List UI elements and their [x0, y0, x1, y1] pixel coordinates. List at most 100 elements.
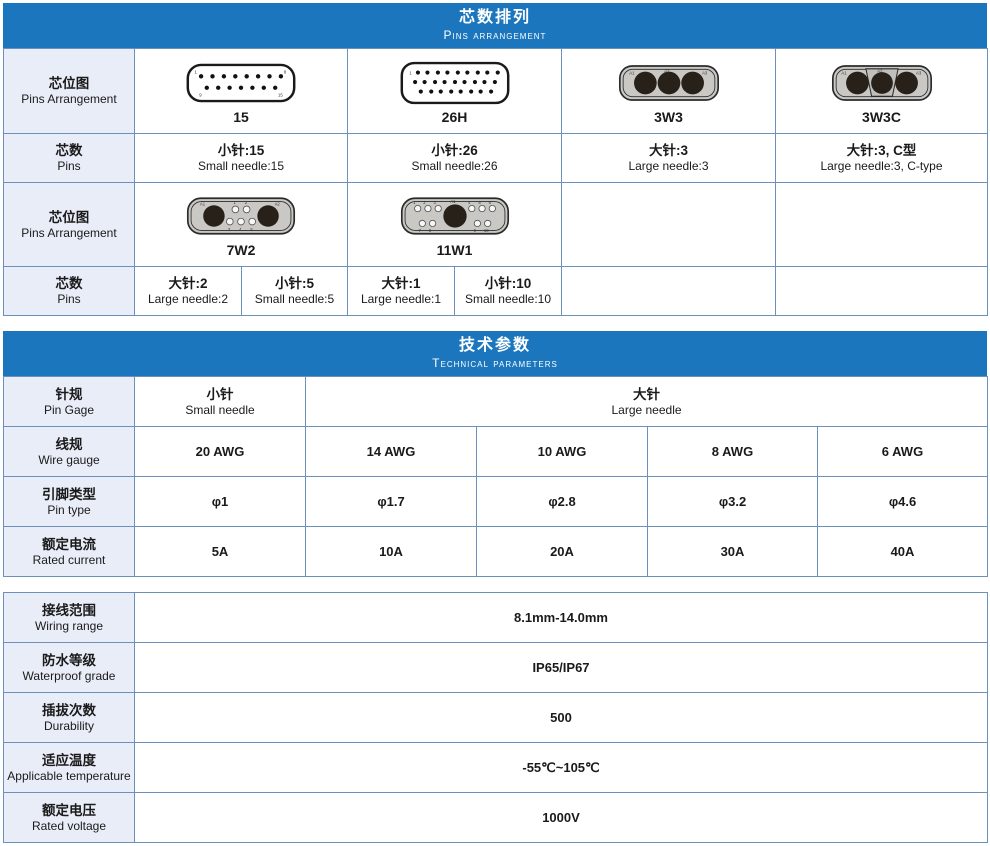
rated-current-value: 5A: [134, 526, 306, 577]
pins-arrangement-section: 芯数排列 Pins arrangement 芯位图 Pins Arrangeme…: [3, 3, 988, 316]
spec-row-waterproof-grade: 防水等级 Waterproof grade IP65/IP67: [3, 642, 988, 693]
spec-row-applicable-temperature: 适应温度 Applicable temperature -55℃~105℃: [3, 742, 988, 793]
rated-current-value: 20A: [476, 526, 648, 577]
pin-gage-large-cell: 大针 Large needle: [305, 376, 988, 427]
rated-current-value: 30A: [647, 526, 818, 577]
pin-number: A1: [200, 202, 206, 207]
row-label-en: Wiring range: [34, 618, 104, 633]
pin-gage-small-en: Small needle: [185, 402, 255, 417]
connector-name: 15: [233, 108, 249, 125]
row-label-en: Wire gauge: [38, 452, 100, 467]
pin-count-cn: 小针:26: [431, 143, 478, 158]
section-title-cn: 芯数排列: [458, 9, 531, 26]
pin-type-value: φ4.6: [817, 476, 988, 527]
row-label-en: Pins Arrangement: [21, 225, 117, 240]
connector-name: 3W3: [654, 108, 683, 125]
pin-number: 2: [245, 200, 248, 205]
rated-current-value: 40A: [817, 526, 988, 577]
empty-cell: [561, 182, 776, 267]
pin-count-cell: 小针:26 Small needle:26: [347, 133, 562, 183]
pin-number: A1: [629, 70, 635, 75]
connector-cell-11w1: 1 2 3 A1 4 5 6 7 8 9 10 11: [347, 182, 562, 267]
general-specs-table: 接线范围 Wiring range 8.1mm-14.0mm 防水等级 Wate…: [3, 592, 988, 843]
pin-number: 10: [483, 228, 488, 233]
pin-count-en: Large needle:2: [147, 292, 229, 306]
empty-cell: [775, 182, 988, 267]
row-label-cn: 额定电流: [42, 536, 96, 552]
connector-7w2-diagram: A1 1 2 A2 3 4 5: [137, 191, 345, 241]
pins-arrangement-header: 芯数排列 Pins arrangement: [3, 3, 987, 48]
row-label-pin-type: 引脚类型 Pin type: [3, 476, 135, 527]
pin-count-en: Large needle:1: [360, 292, 442, 306]
waterproof-grade-value: IP65/IP67: [134, 642, 988, 693]
row-label-wiring-range: 接线范围 Wiring range: [3, 592, 135, 643]
row-label-cn: 引脚类型: [42, 486, 96, 502]
wiring-range-value: 8.1mm-14.0mm: [134, 592, 988, 643]
pin-count-cell: 大针:3 Large needle:3: [561, 133, 776, 183]
row-label-pins: 芯数 Pins: [3, 266, 135, 316]
row-label-applicable-temperature: 适应温度 Applicable temperature: [3, 742, 135, 793]
pin-type-row: 引脚类型 Pin type φ1 φ1.7 φ2.8 φ3.2 φ4.6: [3, 476, 988, 527]
row-label-en: Rated voltage: [31, 818, 107, 833]
row-label-wire-gauge: 线规 Wire gauge: [3, 426, 135, 477]
pin-number: 9: [199, 92, 202, 97]
row-label-en: Durability: [43, 718, 94, 733]
pin-number: 2: [423, 200, 426, 205]
pin-number: 9: [473, 228, 476, 233]
wire-gauge-row: 线规 Wire gauge 20 AWG 14 AWG 10 AWG 8 AWG…: [3, 426, 988, 477]
row-label-cn: 插拔次数: [42, 702, 96, 718]
pin-number: 5: [478, 200, 481, 205]
pin-number: A3: [702, 70, 708, 75]
section-title-en: Technical parameters: [432, 356, 558, 370]
pin-count-cell: 小针:15 Small needle:15: [134, 133, 348, 183]
pin-count-en: Small needle:5: [254, 292, 335, 306]
pin-number: A2: [877, 68, 883, 73]
pin-count-cn: 大针:1: [381, 276, 421, 291]
pin-number: 1: [409, 70, 412, 75]
pin-count-cn: 小针:10: [484, 276, 532, 291]
pin-number: A1: [450, 199, 456, 204]
pin-number: A1: [841, 70, 847, 75]
row-label-pins-arrangement: 芯位图 Pins Arrangement: [3, 182, 135, 267]
row-label-en: Waterproof grade: [22, 668, 116, 683]
pin-count-row-2: 芯数 Pins 大针:2 Large needle:2 小针:5 Small n…: [3, 266, 988, 316]
wire-gauge-value: 14 AWG: [305, 426, 477, 477]
durability-value: 500: [134, 692, 988, 743]
connector-15-diagram: 1 8 9 15: [137, 58, 345, 108]
pin-number: 1: [234, 200, 237, 205]
pin-gage-row: 针规 Pin Gage 小针 Small needle 大针 Large nee…: [3, 376, 988, 427]
connector-3w3c-diagram: A1 A2 A3: [778, 58, 985, 108]
pin-count-cn: 小针:15: [217, 143, 265, 158]
empty-cell: [775, 266, 988, 316]
pin-count-en: Small needle:26: [411, 159, 498, 173]
pin-count-en: Small needle:15: [197, 159, 285, 173]
connector-name: 7W2: [226, 242, 256, 258]
pin-number: A2: [275, 202, 281, 207]
row-label-durability: 插拔次数 Durability: [3, 692, 135, 743]
spec-row-rated-voltage: 额定电压 Rated voltage 1000V: [3, 792, 988, 843]
pin-count-en: Large needle:3: [628, 159, 709, 173]
pin-number: A2: [664, 68, 670, 73]
connector-26h-diagram: 1: [350, 58, 559, 108]
connector-11w1-diagram: 1 2 3 A1 4 5 6 7 8 9 10: [350, 191, 559, 241]
pin-type-value: φ1: [134, 476, 306, 527]
rated-voltage-value: 1000V: [134, 792, 988, 843]
pin-number: 1: [413, 200, 416, 205]
pin-count-cn: 大针:2: [168, 276, 208, 291]
connector-name: 11W1: [436, 242, 473, 258]
pin-gage-small-cell: 小针 Small needle: [134, 376, 306, 427]
row-label-en: Pin type: [47, 502, 91, 517]
pin-number: 3: [228, 227, 231, 232]
spec-row-wiring-range: 接线范围 Wiring range 8.1mm-14.0mm: [3, 592, 988, 643]
row-label-rated-current: 额定电流 Rated current: [3, 526, 135, 577]
row-label-pin-gage: 针规 Pin Gage: [3, 376, 135, 427]
pin-count-cell: 大针:2 Large needle:2: [134, 266, 242, 316]
pin-count-cell: 大针:3, C型 Large needle:3, C-type: [775, 133, 988, 183]
pin-number: 8: [284, 69, 287, 74]
pin-number: 3: [433, 200, 436, 205]
pin-count-cn: 大针:3, C型: [846, 143, 917, 158]
applicable-temperature-value: -55℃~105℃: [134, 742, 988, 793]
connector-cell-3w3: A1 A2 A3 3W3: [561, 48, 776, 134]
pin-gage-large-en: Large needle: [611, 402, 682, 417]
